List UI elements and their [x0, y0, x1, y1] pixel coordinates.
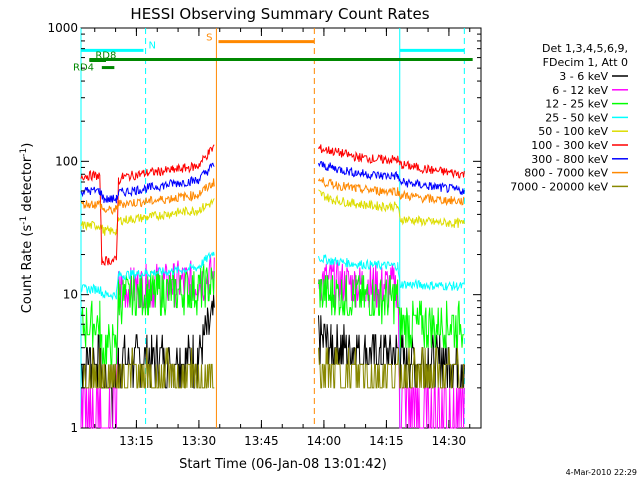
- y-tick-label: 1: [70, 421, 78, 435]
- legend-label: 6 - 12 keV: [552, 84, 608, 97]
- series-line-2: [81, 263, 215, 365]
- series-line-6: [318, 161, 465, 196]
- y-axis: 1 10 100 1000: [47, 21, 481, 435]
- state-bar-label: RD8: [95, 51, 116, 62]
- observation-markers: [80, 28, 465, 428]
- series-line-7: [318, 177, 465, 207]
- y-axis-label-sup: -1: [19, 216, 29, 225]
- y-axis-label-part: detector: [20, 156, 35, 216]
- series-line-8: [318, 347, 465, 389]
- x-tick-label: 14:00: [307, 434, 342, 448]
- x-tick-label: 13:45: [244, 434, 279, 448]
- y-axis-label-part: ): [20, 143, 35, 148]
- state-bar-label: S: [206, 33, 212, 44]
- series-line-5: [318, 144, 465, 179]
- legend-header: Det 1,3,4,5,6,9,: [542, 42, 628, 55]
- series-line-3: [318, 254, 465, 291]
- series-line-5: [80, 144, 215, 267]
- y-axis-label-sup: -1: [19, 148, 29, 157]
- series-lines: [80, 144, 465, 429]
- x-axis-label: Start Time (06-Jan-08 13:01:42): [179, 457, 387, 472]
- x-axis: 13:15 13:30 13:45 14:00 14:15 14:30: [94, 28, 471, 448]
- chart-title: HESSI Observing Summary Count Rates: [130, 5, 429, 23]
- y-tick-label: 10: [63, 288, 78, 302]
- x-tick-label: 14:30: [432, 434, 467, 448]
- legend-label: 50 - 100 keV: [538, 125, 608, 138]
- x-tick-label: 13:15: [119, 434, 154, 448]
- series-line-0: [318, 315, 465, 389]
- footer-date: 4-Mar-2010 22:29: [566, 468, 637, 477]
- y-tick-label: 1000: [47, 21, 78, 35]
- legend-label: 3 - 6 keV: [559, 70, 608, 83]
- legend-header: FDecim 1, Att 0: [543, 56, 628, 69]
- state-bar-label: N: [149, 40, 156, 51]
- y-axis-label: Count Rate (s-1 detector-1): [19, 143, 35, 314]
- legend-label: 12 - 25 keV: [545, 98, 608, 111]
- series-line-3: [80, 251, 215, 301]
- legend-label: 300 - 800 keV: [531, 153, 608, 166]
- legend-label: 800 - 7000 keV: [524, 167, 608, 180]
- x-tick-label: 14:15: [369, 434, 404, 448]
- series-line-6: [80, 162, 215, 204]
- x-tick-label: 13:30: [182, 434, 217, 448]
- legend-label: 100 - 300 keV: [531, 139, 608, 152]
- legend-label: 7000 - 20000 keV: [510, 180, 608, 193]
- y-tick-label: 100: [55, 154, 78, 168]
- legend: Det 1,3,4,5,6,9,FDecim 1, Att 03 - 6 keV…: [510, 42, 628, 193]
- series-line-8: [81, 347, 215, 389]
- series-line-4: [80, 198, 215, 236]
- series-line-2: [318, 275, 465, 349]
- series-line-4: [318, 189, 465, 229]
- y-axis-label-part: Count Rate (s: [20, 225, 35, 314]
- series-line-7: [80, 178, 215, 215]
- legend-label: 25 - 50 keV: [545, 111, 608, 124]
